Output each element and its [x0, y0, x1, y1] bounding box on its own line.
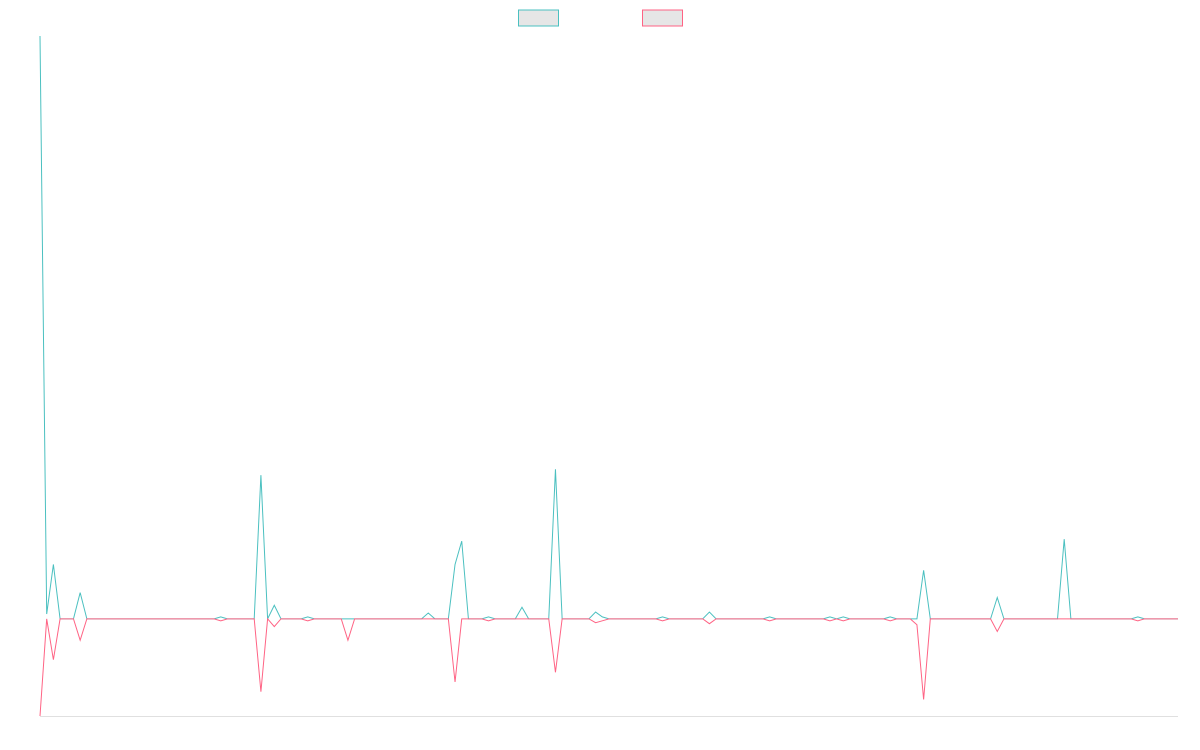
legend-swatch	[518, 9, 559, 27]
legend-swatch	[642, 9, 683, 27]
series-line	[39, 35, 1178, 620]
series-line	[39, 617, 1178, 717]
